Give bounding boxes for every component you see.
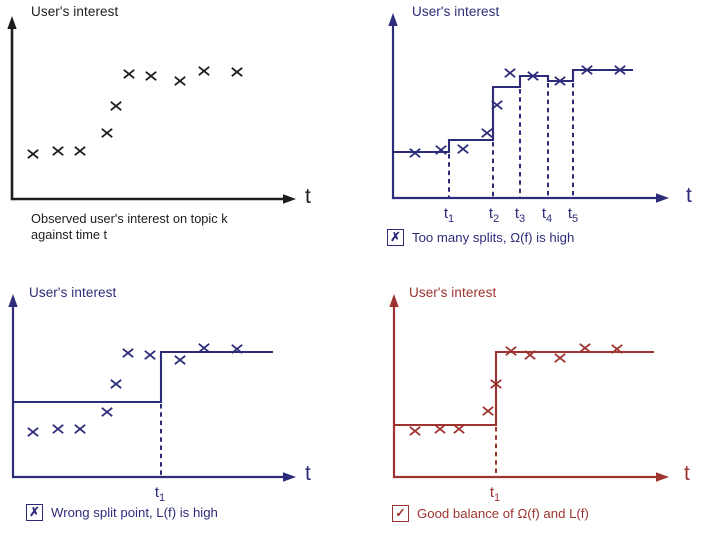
x-marker (198, 66, 210, 76)
x-marker (27, 149, 39, 159)
x-axis-arrow (656, 472, 669, 482)
step-function-line (394, 350, 654, 427)
x-marker (504, 68, 516, 78)
x-axis-arrow (283, 194, 296, 204)
x-marker (490, 379, 502, 389)
panel-title-observed: User's interest (31, 4, 119, 19)
check-box-icon: ✓ (392, 505, 409, 522)
x-marker (101, 128, 113, 138)
x-marker (453, 424, 465, 434)
x-axis-label-good-balance: t (684, 462, 690, 485)
x-box-icon: ✗ (26, 504, 43, 521)
y-axis-arrow (7, 16, 17, 29)
x-marker (554, 76, 566, 86)
step-function-line (13, 350, 273, 404)
x-marker (174, 355, 186, 365)
y-axis-arrow (389, 294, 399, 307)
x-axis-label-observed: t (305, 185, 311, 208)
panel-observed-interest (7, 16, 296, 204)
y-axis-arrow (8, 294, 18, 307)
tick-label: t1 (154, 484, 166, 504)
caption-text: Good balance of Ω(f) and L(f) (417, 506, 589, 521)
caption-text: Wrong split point, L(f) is high (51, 505, 218, 520)
caption-too-many-splits: ✗ Too many splits, Ω(f) is high (387, 229, 574, 246)
caption-text: Too many splits, Ω(f) is high (412, 230, 575, 245)
x-axis-label-too-many-splits: t (686, 184, 692, 207)
x-marker (27, 427, 39, 437)
caption-good-balance: ✓ Good balance of Ω(f) and L(f) (392, 505, 589, 522)
panel-wrong-split (8, 294, 296, 482)
tick-label: t2 (488, 205, 500, 225)
panel-title-wrong-split: User's interest (29, 285, 117, 300)
x-marker (409, 148, 421, 158)
y-axis-arrow (388, 13, 398, 26)
x-marker (457, 144, 469, 154)
tick-label: t3 (514, 205, 526, 225)
x-marker (122, 348, 134, 358)
x-marker (198, 343, 210, 353)
x-marker (74, 146, 86, 156)
x-marker (409, 426, 421, 436)
x-marker (611, 344, 623, 354)
x-marker (524, 350, 536, 360)
x-marker (174, 76, 186, 86)
x-marker (482, 406, 494, 416)
observed-caption: Observed user's interest on topic k agai… (31, 211, 228, 243)
tick-label: t1 (443, 205, 455, 225)
tick-label: t5 (567, 205, 579, 225)
x-marker (110, 379, 122, 389)
x-marker (101, 407, 113, 417)
x-marker (581, 65, 593, 75)
x-marker (52, 146, 64, 156)
panel-title-good-balance: User's interest (409, 285, 497, 300)
x-marker (74, 424, 86, 434)
x-marker (481, 128, 493, 138)
x-marker (145, 71, 157, 81)
tick-label: t1 (489, 484, 501, 504)
panel-good-balance (389, 294, 669, 482)
x-marker (110, 101, 122, 111)
tick-label: t4 (541, 205, 553, 225)
x-marker (52, 424, 64, 434)
x-axis-arrow (283, 472, 296, 482)
x-box-icon: ✗ (387, 229, 404, 246)
step-function-line (393, 68, 633, 154)
x-marker (435, 145, 447, 155)
x-marker (123, 69, 135, 79)
x-marker (144, 350, 156, 360)
x-axis-label-wrong-split: t (305, 462, 311, 485)
x-marker (614, 65, 626, 75)
panel-too-many-splits (388, 13, 669, 203)
x-axis-arrow (656, 193, 669, 203)
x-marker (554, 353, 566, 363)
x-marker (231, 67, 243, 77)
x-marker (434, 424, 446, 434)
x-marker (579, 343, 591, 353)
panel-title-too-many-splits: User's interest (412, 4, 500, 19)
x-marker (527, 71, 539, 81)
x-marker (505, 346, 517, 356)
x-marker (491, 100, 503, 110)
caption-wrong-split: ✗ Wrong split point, L(f) is high (26, 504, 218, 521)
x-marker (231, 344, 243, 354)
